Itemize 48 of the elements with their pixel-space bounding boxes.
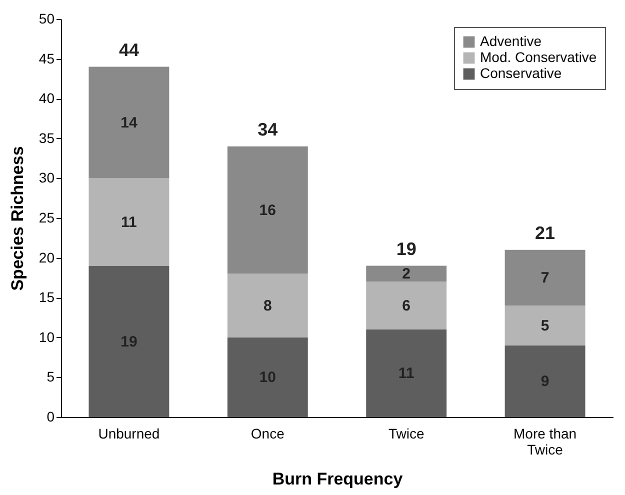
total-label: 44 (118, 40, 139, 60)
data-label: 10 (259, 369, 276, 386)
x-axis-title: Burn Frequency (272, 470, 404, 488)
x-tick-label: Unburned (98, 426, 160, 442)
data-label: 14 (120, 114, 138, 132)
bar (366, 329, 447, 417)
bar (88, 178, 170, 266)
data-label: 19 (120, 333, 138, 350)
y-tick-label: 25 (38, 210, 55, 226)
bar (366, 282, 447, 330)
data-label: 16 (259, 202, 276, 220)
data-label: 11 (121, 214, 137, 231)
total-label: 21 (535, 222, 556, 243)
bar (504, 250, 586, 306)
y-tick-label: 35 (38, 130, 55, 146)
y-tick-label: 5 (46, 368, 55, 385)
y-axis-title: Species Richness (8, 146, 27, 291)
bar (88, 266, 170, 417)
data-label: 8 (263, 298, 272, 315)
data-label: 7 (540, 270, 550, 287)
data-label: 2 (402, 266, 411, 283)
legend-label: Mod. Conservative (480, 49, 597, 65)
bar (366, 266, 447, 282)
total-label: 19 (396, 238, 416, 259)
y-tick-label: 40 (38, 90, 55, 106)
bar (504, 345, 586, 417)
data-label: 5 (540, 317, 550, 334)
legend-label: Conservative (480, 65, 562, 81)
x-tick-label: Twice (388, 426, 424, 442)
bar (88, 66, 170, 178)
y-tick-label: 0 (46, 408, 55, 424)
y-tick-label: 15 (38, 289, 55, 306)
bar (227, 337, 308, 417)
data-label: 6 (402, 298, 411, 315)
bar (227, 146, 308, 274)
legend-label: Adventive (480, 33, 542, 49)
data-label: 9 (540, 373, 550, 390)
y-tick-label: 20 (38, 249, 55, 266)
y-tick-label: 10 (38, 328, 55, 345)
bar (227, 274, 308, 338)
bar (504, 306, 586, 346)
x-tick-label: More than Twice (514, 426, 577, 458)
y-tick-label: 45 (38, 50, 55, 66)
total-label: 34 (258, 119, 278, 140)
y-tick-label: 30 (38, 170, 55, 186)
data-label: 11 (398, 365, 414, 382)
x-tick-label: Once (250, 426, 285, 442)
y-tick-label: 50 (38, 10, 55, 26)
